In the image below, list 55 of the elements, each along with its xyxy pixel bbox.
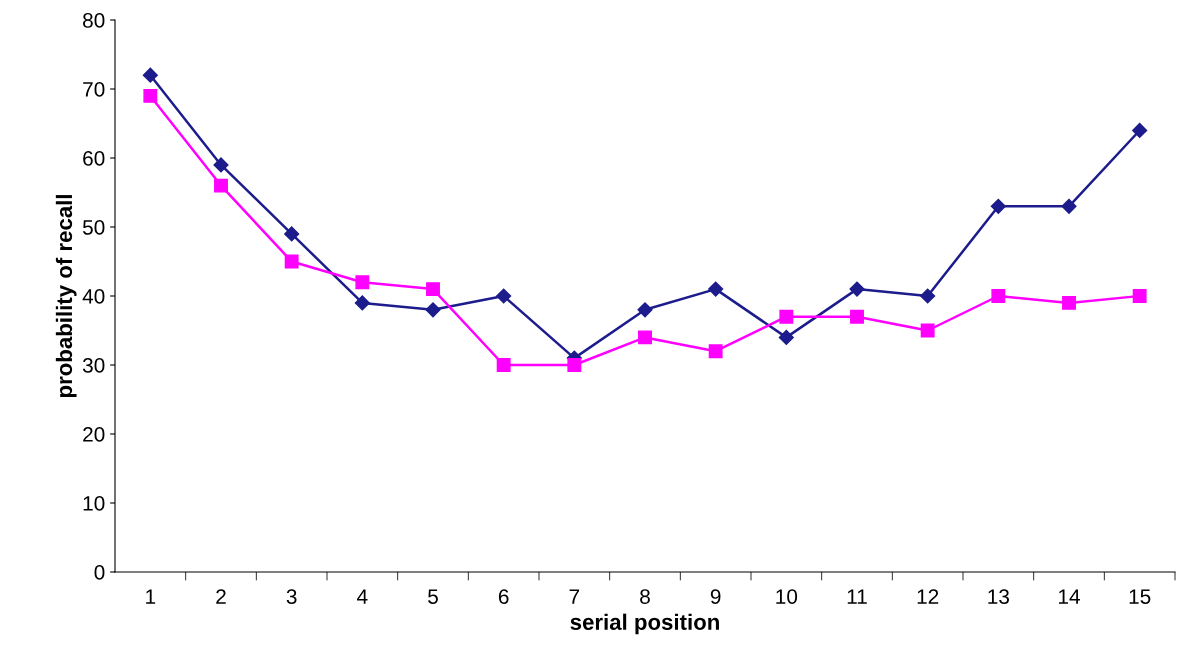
point (142, 67, 158, 83)
point (214, 178, 228, 193)
x-axis-title: serial position (570, 613, 719, 635)
point (284, 226, 300, 242)
point (284, 254, 299, 269)
x-tick-label: 5 (428, 589, 438, 604)
point (920, 288, 936, 304)
point (143, 88, 158, 103)
point (1062, 295, 1076, 310)
point (1061, 198, 1077, 214)
point (779, 309, 794, 324)
y-tick-label: 60 (83, 151, 105, 166)
x-tick-label: 12 (917, 589, 939, 604)
point (354, 295, 370, 311)
x-tick-label: 1 (146, 589, 156, 604)
point (920, 323, 935, 338)
y-axis-title: probability of recall (55, 195, 77, 398)
y-tick-label: 70 (83, 82, 105, 97)
point (425, 302, 441, 318)
point (355, 275, 370, 290)
point (991, 289, 1006, 303)
x-tick-label: 15 (1129, 589, 1151, 604)
point (708, 281, 724, 297)
point (496, 288, 512, 304)
y-tick-label: 50 (82, 220, 105, 235)
x-tick-label: 11 (847, 589, 867, 604)
x-tick-label: 6 (498, 589, 509, 604)
point (213, 157, 229, 173)
x-tick-label: 4 (357, 589, 368, 604)
point (850, 309, 864, 324)
x-tick-label: 8 (640, 589, 650, 604)
x-tick-label: 7 (569, 589, 580, 604)
point (637, 302, 653, 318)
point (1132, 289, 1147, 303)
point (1132, 122, 1148, 138)
y-tick-label: 10 (83, 496, 105, 511)
point (778, 329, 794, 345)
y-tick-label: 40 (82, 289, 105, 304)
y-tick-label: 0 (94, 565, 105, 580)
x-tick-label: 9 (710, 589, 721, 604)
point (849, 281, 865, 297)
point (426, 282, 440, 297)
point (567, 358, 582, 372)
y-tick-label: 80 (83, 13, 105, 28)
point (638, 330, 652, 345)
x-tick-label: 13 (988, 589, 1010, 604)
y-tick-label: 20 (83, 427, 105, 442)
y-tick-label: 30 (82, 358, 105, 373)
x-tick-label: 14 (1059, 589, 1080, 604)
x-tick-label: 3 (286, 589, 297, 604)
point (990, 198, 1006, 214)
x-tick-label: 10 (776, 589, 798, 604)
point (708, 344, 723, 359)
x-tick-label: 2 (216, 589, 226, 604)
point (496, 358, 511, 372)
